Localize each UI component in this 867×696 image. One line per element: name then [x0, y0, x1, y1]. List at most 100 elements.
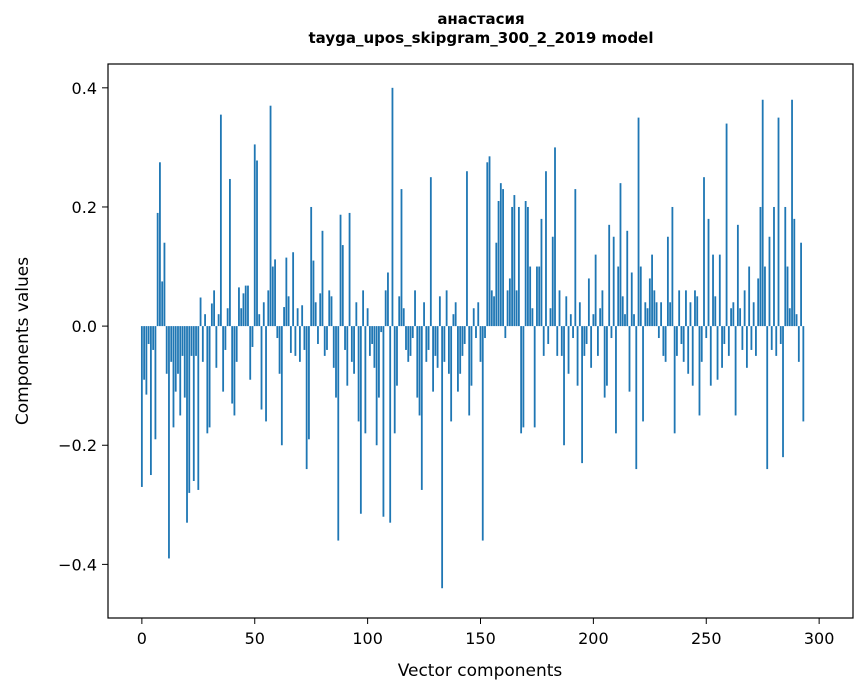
y-tick-label: 0.2 — [72, 198, 97, 217]
bar — [195, 326, 197, 356]
y-tick-label: −0.4 — [58, 555, 97, 574]
bar — [359, 326, 362, 514]
bar — [242, 293, 245, 327]
bar — [651, 254, 653, 327]
bar — [689, 302, 692, 327]
bar — [678, 290, 681, 327]
bar — [633, 314, 635, 327]
bar — [773, 206, 775, 327]
bars-layer — [140, 87, 805, 589]
bar — [298, 326, 301, 362]
bar — [199, 297, 202, 327]
bar — [364, 326, 367, 434]
bar — [463, 326, 466, 344]
bar — [217, 314, 220, 327]
bar — [560, 326, 563, 356]
bar — [587, 278, 590, 327]
bar — [673, 326, 676, 434]
bar — [368, 326, 371, 356]
bar — [734, 326, 737, 416]
bar — [301, 305, 304, 327]
chart-title: анастасия tayga_upos_skipgram_300_2_2019 … — [309, 10, 654, 47]
bar — [540, 218, 543, 327]
bar — [411, 326, 414, 339]
bar — [592, 314, 595, 327]
bar — [499, 183, 502, 327]
bar — [278, 326, 281, 374]
bar — [346, 326, 349, 386]
bar — [296, 308, 299, 327]
bar — [314, 302, 317, 327]
bar — [624, 314, 626, 327]
bar — [258, 314, 261, 327]
bar — [502, 189, 504, 327]
bar — [750, 326, 753, 350]
bar — [739, 308, 742, 327]
bar — [718, 254, 721, 327]
bar — [784, 206, 787, 327]
bar — [606, 326, 608, 386]
bar — [161, 281, 164, 327]
bar — [235, 326, 238, 362]
y-axis-label: Components values — [13, 257, 33, 425]
bar — [387, 272, 389, 327]
bar — [414, 290, 416, 327]
bar — [165, 326, 168, 374]
bar — [700, 326, 703, 362]
bar — [761, 99, 764, 327]
bar — [599, 308, 602, 327]
bar — [280, 326, 283, 446]
bar — [348, 212, 351, 327]
bar — [626, 230, 629, 327]
bar — [391, 87, 394, 327]
bar — [269, 105, 272, 327]
bar — [285, 257, 288, 327]
bar — [208, 326, 211, 428]
bar — [192, 326, 195, 481]
bar — [283, 307, 285, 327]
bar — [229, 178, 231, 327]
bar — [479, 326, 482, 362]
bar — [682, 326, 685, 362]
y-tick-label: 0.4 — [72, 79, 97, 98]
bar — [725, 123, 728, 327]
bar — [741, 326, 744, 350]
bar — [423, 302, 425, 327]
x-tick-label: 50 — [245, 629, 265, 648]
bar — [533, 326, 536, 428]
y-axis: −0.4 −0.2 0.0 0.2 0.4 — [58, 79, 108, 574]
bar — [398, 296, 401, 327]
bar — [664, 326, 667, 362]
bar — [657, 326, 660, 339]
bar — [382, 326, 385, 517]
bar — [427, 326, 430, 350]
bar — [748, 266, 751, 327]
bar — [721, 326, 723, 368]
bar — [181, 326, 184, 356]
bar — [554, 147, 556, 327]
bar — [459, 326, 462, 374]
bar — [495, 242, 498, 327]
bar — [712, 254, 714, 327]
bar — [705, 326, 708, 339]
bar — [436, 326, 439, 368]
bar — [429, 177, 432, 327]
bar — [707, 218, 710, 327]
bar — [617, 266, 620, 327]
bar — [445, 290, 448, 327]
bar — [563, 326, 565, 446]
bar — [256, 160, 258, 327]
bar — [511, 206, 514, 327]
bar — [149, 326, 152, 476]
bar — [551, 236, 554, 327]
bar — [405, 326, 407, 350]
bar — [601, 290, 604, 327]
bar — [371, 326, 374, 344]
bar — [777, 117, 780, 327]
bar — [174, 326, 177, 392]
bar — [642, 326, 644, 422]
bar — [770, 326, 773, 350]
bar — [716, 326, 719, 380]
bar — [145, 326, 148, 395]
bar — [714, 296, 717, 327]
